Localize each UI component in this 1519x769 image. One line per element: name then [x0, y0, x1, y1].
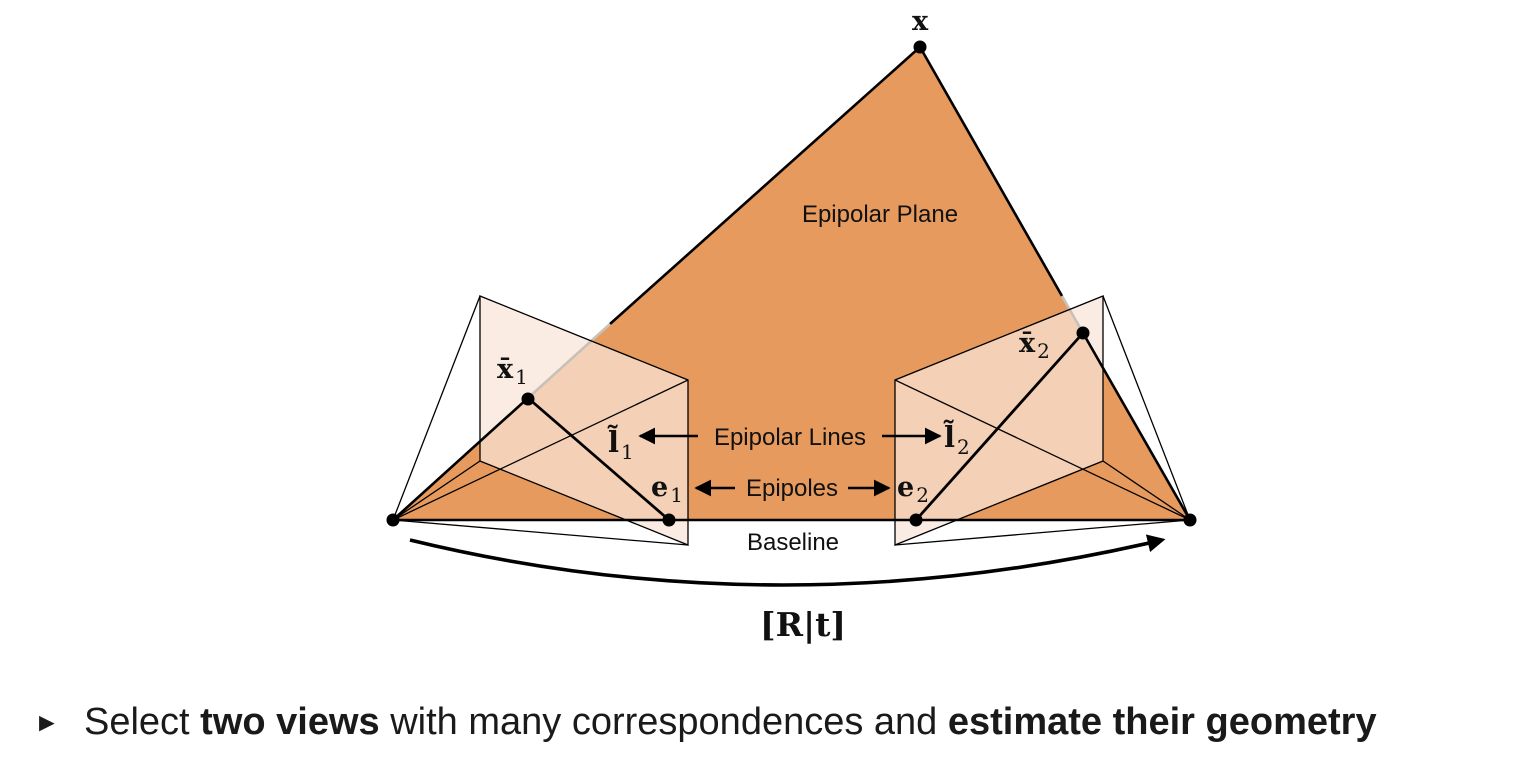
- right-image-plane: [895, 296, 1103, 545]
- label-l1: l̃ 1: [607, 425, 634, 464]
- ray-c2-x-upper: [918, 46, 1064, 297]
- transform-arrow: [409, 534, 1166, 587]
- bullet-text-2: with many correspondences and: [379, 701, 948, 743]
- label-x: x: [912, 6, 929, 37]
- ray-c2-x-hidden: [1060, 295, 1085, 334]
- label-transform: [R|t]: [760, 605, 846, 644]
- camera-center-1: [386, 513, 400, 527]
- left-camera-frustum: [392, 295, 689, 546]
- point-e1: [662, 513, 676, 527]
- bullet-bold-1: two views: [200, 701, 380, 743]
- bullet-point: ► Select two views with many corresponden…: [34, 697, 1514, 747]
- bullet-text-1: Select: [84, 701, 201, 743]
- left-image-plane: [480, 296, 688, 545]
- point-x1: [521, 392, 535, 406]
- label-epipolar-lines: Epipolar Lines: [714, 424, 866, 451]
- right-camera-frustum: [894, 295, 1191, 546]
- epipolar-line-1: [527, 396, 670, 522]
- point-x2: [1076, 326, 1090, 340]
- camera-center-2: [1183, 513, 1197, 527]
- label-l2: l̃ 2: [943, 420, 970, 459]
- ray-c1-x-upper: [609, 46, 921, 325]
- point-e2: [909, 513, 923, 527]
- label-baseline: Baseline: [747, 529, 839, 556]
- ray-c1-x-hidden: [527, 323, 611, 399]
- label-epipoles: Epipoles: [746, 475, 838, 502]
- ray-c1-x-lower: [392, 397, 529, 521]
- point-x: [913, 40, 927, 54]
- epipolar-line-2: [914, 332, 1085, 521]
- bullet-marker-icon: ►: [34, 707, 60, 737]
- label-epipolar-plane: Epipolar Plane: [802, 201, 958, 228]
- ray-c2-x-lower: [1081, 332, 1192, 521]
- label-x2: x̄ 2: [1019, 328, 1050, 363]
- label-x1: x̄ 1: [497, 354, 528, 389]
- bullet-bold-2: estimate their geometry: [947, 701, 1377, 743]
